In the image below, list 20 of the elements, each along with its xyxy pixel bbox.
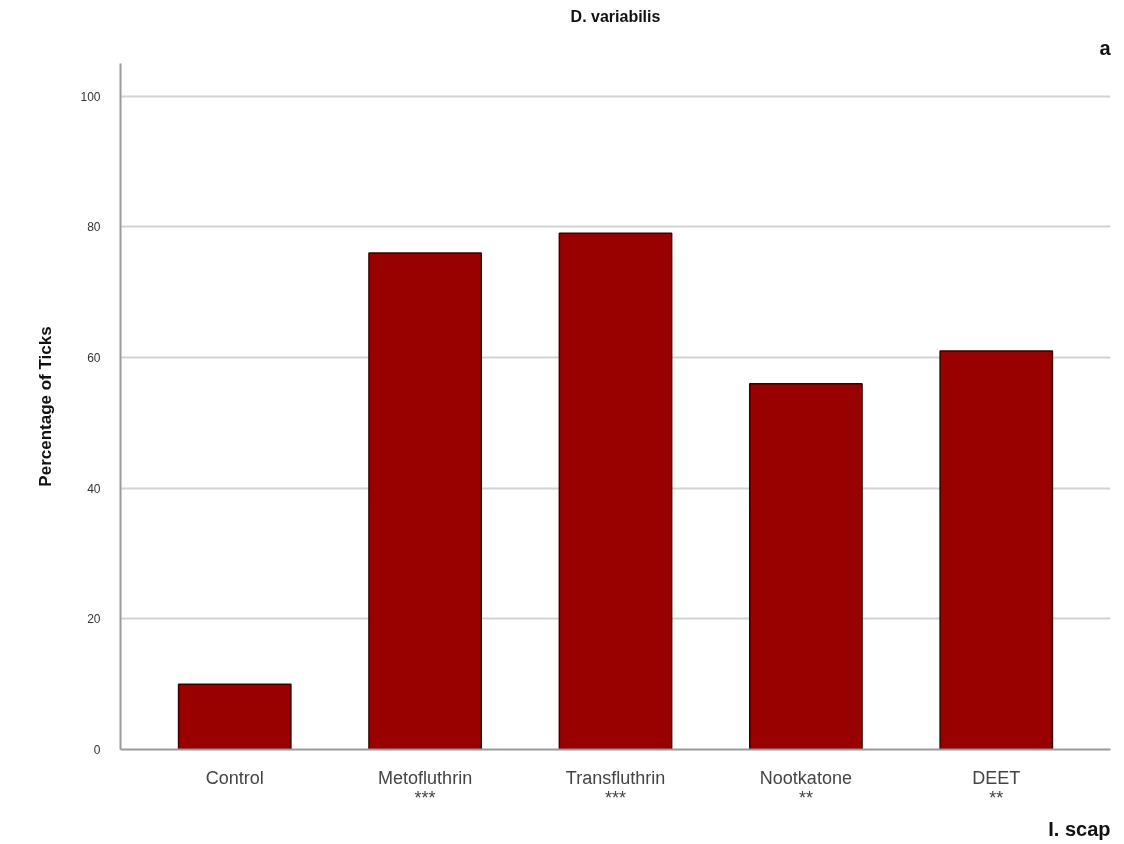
text: a: [1099, 36, 1112, 59]
bar: [177, 683, 292, 750]
y-tick-label: 60: [87, 351, 101, 365]
text: I. scap: [1048, 817, 1111, 840]
chart-title: D. variabilis: [570, 7, 661, 25]
y-tick-label: 40: [87, 481, 101, 496]
bar: [368, 252, 483, 750]
bar: [748, 382, 863, 750]
x-tick-label: Metofluthrin ***: [378, 767, 473, 808]
x-tick-label: DEET **: [972, 767, 1021, 808]
y-tick-label: 0: [93, 743, 101, 757]
y-tick-label: 20: [87, 612, 101, 627]
x-tick-label: Transfluthrin ***: [565, 767, 666, 808]
y-tick-label: 80: [87, 220, 101, 235]
x-tick-label: Nootkatone **: [759, 767, 852, 808]
bar: [939, 350, 1054, 750]
y-tick-label: 100: [80, 89, 101, 104]
x-tick-label: Control: [205, 767, 264, 788]
y-axis-title: Percentage of Ticks: [36, 326, 56, 487]
bar: [558, 232, 673, 750]
